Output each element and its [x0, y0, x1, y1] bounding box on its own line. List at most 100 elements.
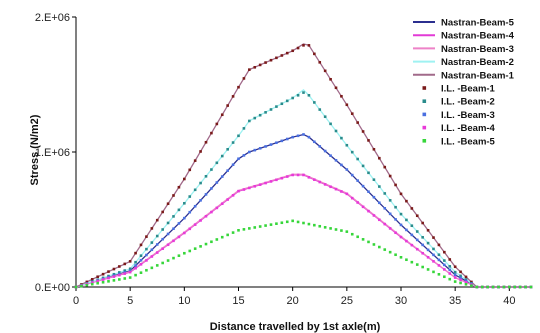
data-point	[421, 221, 424, 225]
data-point	[372, 148, 376, 151]
data-point	[453, 280, 457, 283]
data-point	[90, 282, 94, 286]
legend-label: I.L. -Beam-5	[441, 136, 496, 147]
x-tick-label: 0	[73, 295, 79, 307]
data-point	[172, 256, 175, 260]
data-point	[96, 275, 99, 279]
data-point	[356, 201, 359, 204]
data-point	[302, 91, 305, 94]
data-point	[280, 54, 284, 57]
data-point	[118, 271, 121, 274]
data-point	[513, 285, 517, 289]
data-point	[155, 218, 159, 222]
data-point	[394, 231, 397, 235]
x-tick-label: 25	[341, 295, 353, 307]
data-point	[215, 181, 219, 184]
data-point	[215, 161, 219, 165]
legend-swatch-marker	[422, 86, 427, 90]
data-point	[340, 229, 343, 232]
data-point	[345, 192, 349, 196]
x-tick-label: 10	[178, 295, 190, 307]
data-point	[307, 94, 311, 97]
data-point	[448, 265, 452, 268]
data-point	[443, 259, 446, 262]
data-point	[291, 219, 294, 223]
legend-swatch-marker	[422, 112, 427, 117]
data-point	[302, 44, 305, 47]
data-point	[296, 220, 300, 224]
data-point	[248, 150, 251, 154]
data-point	[432, 260, 435, 263]
data-point	[139, 263, 143, 266]
data-point	[166, 259, 170, 262]
data-point	[426, 268, 430, 271]
data-point	[188, 249, 192, 253]
data-point	[285, 51, 289, 55]
data-point	[264, 181, 267, 185]
data-point	[134, 251, 137, 255]
data-point	[394, 218, 397, 221]
data-point	[345, 168, 349, 171]
data-point	[269, 143, 273, 146]
data-point	[112, 267, 116, 271]
data-point	[383, 206, 387, 210]
data-point	[405, 239, 408, 243]
data-point	[258, 183, 262, 186]
data-point	[291, 135, 294, 139]
data-point	[204, 140, 208, 144]
data-point	[128, 269, 132, 273]
data-point	[145, 259, 148, 262]
data-point	[128, 276, 132, 279]
data-point	[237, 134, 240, 138]
data-point	[166, 243, 170, 247]
data-point	[459, 274, 462, 278]
data-point	[313, 52, 316, 56]
data-point	[210, 187, 213, 190]
data-point	[199, 150, 202, 153]
data-point	[361, 164, 365, 168]
data-point	[437, 264, 441, 267]
data-point	[410, 243, 414, 247]
data-point	[242, 228, 246, 231]
data-point	[177, 208, 181, 212]
data-point	[372, 214, 376, 217]
data-point	[226, 104, 229, 107]
data-point	[183, 216, 186, 220]
data-point	[291, 49, 294, 53]
data-point	[340, 163, 343, 167]
data-point	[242, 127, 246, 130]
data-point	[405, 258, 408, 262]
data-point	[318, 145, 322, 148]
data-point	[134, 273, 137, 277]
data-point	[269, 108, 273, 111]
data-point	[231, 95, 235, 98]
data-point	[172, 239, 175, 243]
data-point	[475, 285, 479, 289]
data-point	[226, 198, 229, 201]
data-point	[161, 261, 164, 265]
data-point	[464, 275, 468, 279]
data-point	[307, 222, 311, 226]
x-tick-label: 30	[395, 295, 407, 307]
data-point	[378, 185, 381, 188]
data-point	[323, 149, 327, 153]
data-point	[291, 173, 294, 177]
data-point	[383, 192, 387, 195]
data-point	[318, 180, 322, 184]
data-point	[161, 247, 164, 250]
data-point	[285, 220, 289, 224]
data-point	[329, 227, 332, 230]
data-point	[399, 192, 403, 196]
data-point	[470, 280, 473, 284]
data-point	[410, 233, 414, 237]
data-point	[334, 158, 338, 162]
legend-entry: I.L. -Beam-2	[422, 97, 495, 108]
data-point	[372, 243, 376, 246]
data-point	[139, 258, 143, 262]
data-point	[313, 101, 316, 104]
data-point	[378, 201, 381, 205]
data-point	[275, 105, 278, 108]
data-point	[437, 243, 441, 247]
data-point	[155, 234, 159, 238]
data-point	[399, 212, 403, 216]
